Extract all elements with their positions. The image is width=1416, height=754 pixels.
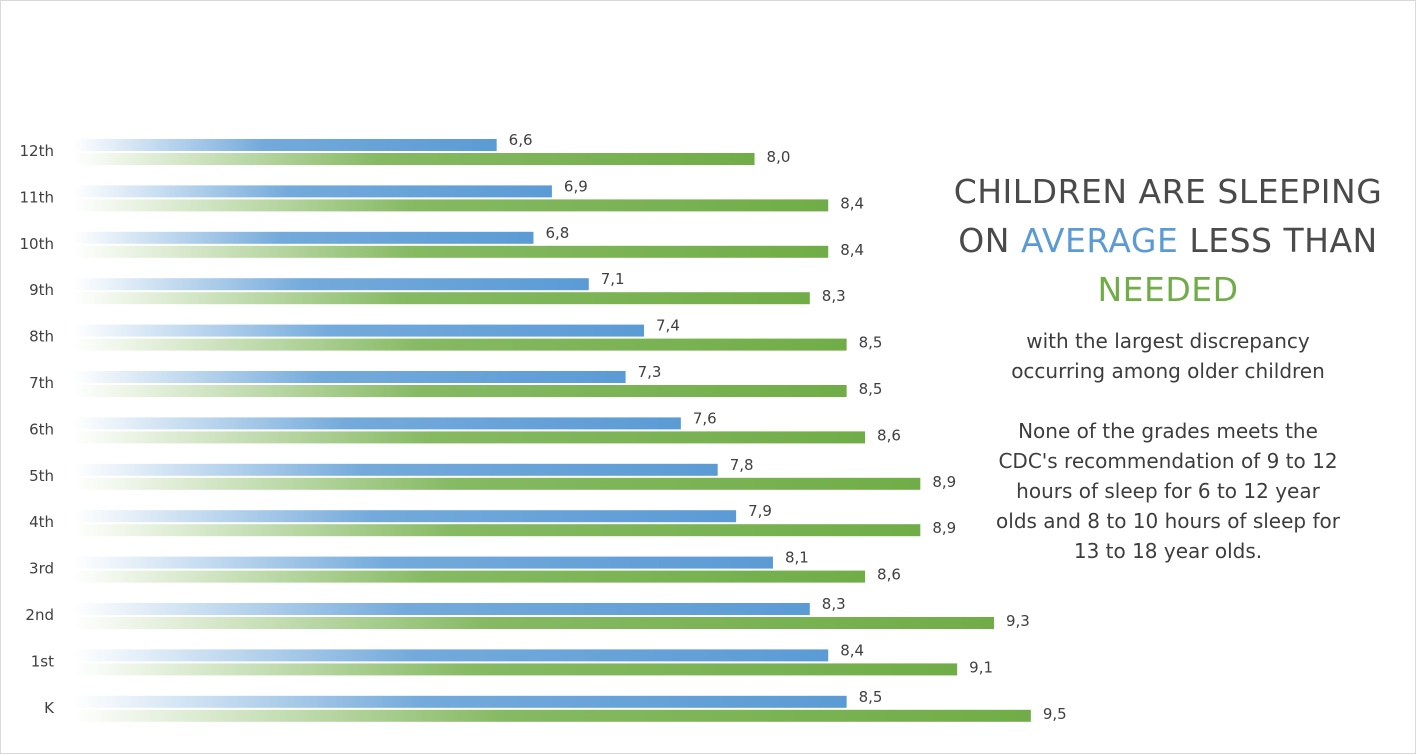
data-label-series-2: 8,9 xyxy=(932,519,956,537)
category-label: 8th xyxy=(29,328,54,346)
data-label-series-1: 7,9 xyxy=(748,502,772,520)
data-label-series-2: 9,1 xyxy=(969,658,993,676)
bar-series-2 xyxy=(73,617,994,629)
category-label: 2nd xyxy=(25,606,54,624)
bar-series-1 xyxy=(73,278,589,291)
category-label: K xyxy=(44,699,55,717)
data-label-series-2: 8,5 xyxy=(859,334,883,352)
category-label: 9th xyxy=(29,281,54,299)
data-label-series-2: 8,4 xyxy=(840,194,864,212)
bar-series-1 xyxy=(73,324,645,337)
bar-series-1 xyxy=(73,603,810,615)
data-label-series-2: 8,5 xyxy=(859,380,883,398)
category-label: 10th xyxy=(20,235,54,253)
headline: CHILDREN ARE SLEEPING ON AVERAGE LESS TH… xyxy=(933,167,1403,314)
data-label-series-1: 7,3 xyxy=(638,363,662,381)
bar-series-2 xyxy=(73,292,810,305)
bar-series-1 xyxy=(73,649,829,662)
data-label-series-1: 7,6 xyxy=(693,409,717,427)
category-label: 1st xyxy=(31,652,54,670)
annotation-panel: CHILDREN ARE SLEEPING ON AVERAGE LESS TH… xyxy=(933,167,1403,566)
data-label-series-1: 6,6 xyxy=(509,131,533,149)
headline-suffix: LESS THAN xyxy=(1178,221,1378,260)
bar-series-2 xyxy=(73,477,921,490)
bars-group: 12th 6,6 8,0 11th 6,9 8,4 10th 6,8 8,4 9th 7,1 8,3 8… xyxy=(20,131,1067,723)
bar-series-2 xyxy=(73,709,1031,722)
data-label-series-1: 7,4 xyxy=(656,317,680,335)
bar-series-2 xyxy=(73,199,829,212)
data-label-series-2: 8,4 xyxy=(840,241,864,259)
data-label-series-1: 6,8 xyxy=(546,224,570,242)
headline-line-2: ON AVERAGE LESS THAN xyxy=(933,216,1403,265)
headline-line-1: CHILDREN ARE SLEEPING xyxy=(953,172,1383,211)
data-label-series-2: 8,6 xyxy=(877,426,901,444)
data-label-series-1: 8,1 xyxy=(785,549,809,567)
bar-series-2 xyxy=(73,245,829,258)
category-label: 7th xyxy=(29,374,54,392)
data-label-series-2: 8,6 xyxy=(877,566,901,584)
bar-series-2 xyxy=(73,570,866,583)
bar-series-1 xyxy=(73,463,718,476)
category-label: 11th xyxy=(20,188,54,206)
subtext: with the largest discrepancy occurring a… xyxy=(1011,329,1325,383)
category-label: 4th xyxy=(29,513,54,531)
data-label-series-1: 7,8 xyxy=(730,456,754,474)
bar-series-2 xyxy=(73,153,755,165)
bar-series-2 xyxy=(73,663,958,676)
headline-average-highlight: AVERAGE xyxy=(1020,221,1179,260)
bar-series-2 xyxy=(73,338,847,351)
data-label-series-1: 8,5 xyxy=(859,688,883,706)
data-label-series-2: 8,3 xyxy=(822,287,846,305)
bar-series-1 xyxy=(73,371,626,383)
bar-series-1 xyxy=(73,695,847,708)
bar-series-1 xyxy=(73,417,681,430)
bar-series-1 xyxy=(73,185,552,198)
category-label: 5th xyxy=(29,467,54,485)
data-label-series-1: 8,3 xyxy=(822,595,846,613)
headline-prefix: ON xyxy=(958,221,1021,260)
headline-needed-highlight: NEEDED xyxy=(1097,270,1239,309)
category-label: 3rd xyxy=(29,560,54,578)
data-label-series-1: 7,1 xyxy=(601,270,625,288)
data-label-series-2: 8,9 xyxy=(932,473,956,491)
bar-series-1 xyxy=(73,556,773,569)
data-label-series-2: 8,0 xyxy=(767,148,791,166)
bar-series-1 xyxy=(73,231,534,244)
data-label-series-1: 6,9 xyxy=(564,177,588,195)
category-label: 12th xyxy=(20,142,54,160)
bar-series-2 xyxy=(73,385,847,397)
bar-series-1 xyxy=(73,139,497,151)
data-label-series-1: 8,4 xyxy=(840,641,864,659)
data-label-series-2: 9,3 xyxy=(1006,612,1030,630)
cdc-note: None of the grades meets the CDC's recom… xyxy=(996,419,1340,563)
bar-series-2 xyxy=(73,431,866,444)
category-label: 6th xyxy=(29,420,54,438)
bar-series-2 xyxy=(73,524,921,537)
bar-series-1 xyxy=(73,510,737,523)
data-label-series-2: 9,5 xyxy=(1043,705,1067,723)
